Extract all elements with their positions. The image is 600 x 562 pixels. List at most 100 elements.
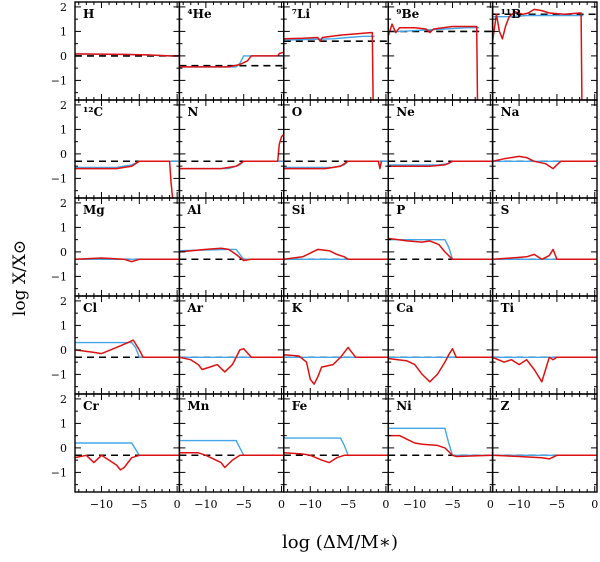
panel-label: Na <box>501 105 520 119</box>
panel-label: N <box>187 105 198 119</box>
panel-label: Ti <box>501 301 515 315</box>
panel-label: Mn <box>187 399 209 413</box>
x-tick-label: −10 <box>194 498 217 511</box>
panel-3: ⁹Be <box>387 1 494 101</box>
series-blue-line <box>388 238 493 260</box>
x-tick-label: −10 <box>507 498 530 511</box>
series-blue-line <box>75 442 180 456</box>
y-tick-label: −1 <box>51 466 67 479</box>
y-tick-label: 1 <box>60 123 67 136</box>
panel-label: H <box>83 7 94 21</box>
panel-23: Ni −10 −5 0 <box>387 393 494 511</box>
y-tick-label: 2 <box>60 393 67 406</box>
panel-15: Cl −1 0 1 2 <box>51 295 181 395</box>
panel-label: Fe <box>292 399 308 413</box>
y-tick-label: 1 <box>60 319 67 332</box>
panel-12: Si <box>283 197 389 297</box>
series-red-line <box>75 53 180 57</box>
series-red-line <box>283 160 383 170</box>
y-tick-label: −1 <box>51 270 67 283</box>
series-red-line <box>283 346 389 385</box>
panel-14: S <box>491 197 598 297</box>
series-red-line <box>179 133 284 170</box>
x-tick-label: 0 <box>174 498 181 511</box>
x-tick-label: −10 <box>403 498 426 511</box>
panel-label: Cr <box>83 399 100 413</box>
panel-17: K <box>283 295 389 395</box>
series-red-line <box>388 160 493 167</box>
x-tick-label: −10 <box>90 498 113 511</box>
panel-0: H −1 0 1 2 <box>51 1 181 101</box>
panel-24: Z −10 −5 0 <box>491 393 598 511</box>
panel-label: S <box>501 203 510 217</box>
panel-11: Al <box>178 197 285 297</box>
panel-label: K <box>292 301 303 315</box>
x-tick-label: −5 <box>444 498 460 511</box>
panel-label: Si <box>292 203 306 217</box>
series-red-line <box>492 8 583 100</box>
y-tick-label: 0 <box>60 246 67 259</box>
panel-label: ⁴He <box>187 7 212 21</box>
series-red-line <box>283 452 389 464</box>
panel-frame <box>491 393 598 493</box>
y-tick-label: 2 <box>60 1 67 14</box>
y-tick-label: 2 <box>60 99 67 112</box>
panel-5: ¹²C −1 0 1 2 <box>51 99 181 199</box>
series-red-line <box>388 237 493 261</box>
panel-label: Mg <box>83 203 105 217</box>
series-red-line <box>75 339 180 359</box>
y-tick-label: 1 <box>60 417 67 430</box>
series-red-line <box>179 247 284 262</box>
series-red-line <box>283 248 389 261</box>
panel-label: Ni <box>396 399 412 413</box>
x-tick-label: 0 <box>382 498 389 511</box>
series-blue-line <box>492 14 584 18</box>
y-tick-label: 0 <box>60 148 67 161</box>
series-red-line <box>388 347 493 383</box>
x-tick-label: −5 <box>236 498 252 511</box>
panel-6: N <box>178 99 285 199</box>
panel-16: Ar <box>178 295 285 395</box>
panel-label: ¹¹B <box>501 7 522 21</box>
x-tick-label: 0 <box>487 498 494 511</box>
y-tick-label: 1 <box>60 25 67 38</box>
panel-label: ⁹Be <box>396 7 419 21</box>
series-red-line <box>492 454 597 460</box>
y-tick-label: 0 <box>60 50 67 63</box>
panel-label: ⁷Li <box>292 7 311 21</box>
series-red-line <box>388 23 479 100</box>
panel-10: Mg −1 0 1 2 <box>51 197 181 297</box>
x-tick-label: 0 <box>591 498 598 511</box>
y-tick-label: 2 <box>60 295 67 308</box>
series-red-line <box>283 31 374 100</box>
series-blue-line <box>283 437 389 456</box>
series-red-line <box>75 257 180 263</box>
panel-label: Ne <box>396 105 415 119</box>
series-blue-line <box>75 341 180 358</box>
y-tick-label: 1 <box>60 221 67 234</box>
series-red-line <box>492 356 597 383</box>
series-red-line <box>388 434 493 458</box>
series-red-line <box>75 454 180 471</box>
series-red-line <box>179 51 284 68</box>
panel-label: P <box>396 203 405 217</box>
y-tick-label: −1 <box>51 368 67 381</box>
series-red-line <box>75 160 174 198</box>
panel-label: Cl <box>83 301 98 315</box>
panel-label: ¹²C <box>83 105 103 119</box>
panel-7: O <box>283 99 389 199</box>
panel-label: O <box>292 105 302 119</box>
panel-1: ⁴He <box>178 1 285 101</box>
x-tick-label: −10 <box>299 498 322 511</box>
x-tick-label: −5 <box>131 498 147 511</box>
panel-2: ⁷Li <box>283 1 389 101</box>
panel-4: ¹¹B <box>491 1 598 101</box>
x-tick-label: −5 <box>340 498 356 511</box>
series-red-line <box>492 248 597 261</box>
x-tick-label: −5 <box>549 498 565 511</box>
panel-8: Ne <box>387 99 494 199</box>
y-tick-label: −1 <box>51 172 67 185</box>
